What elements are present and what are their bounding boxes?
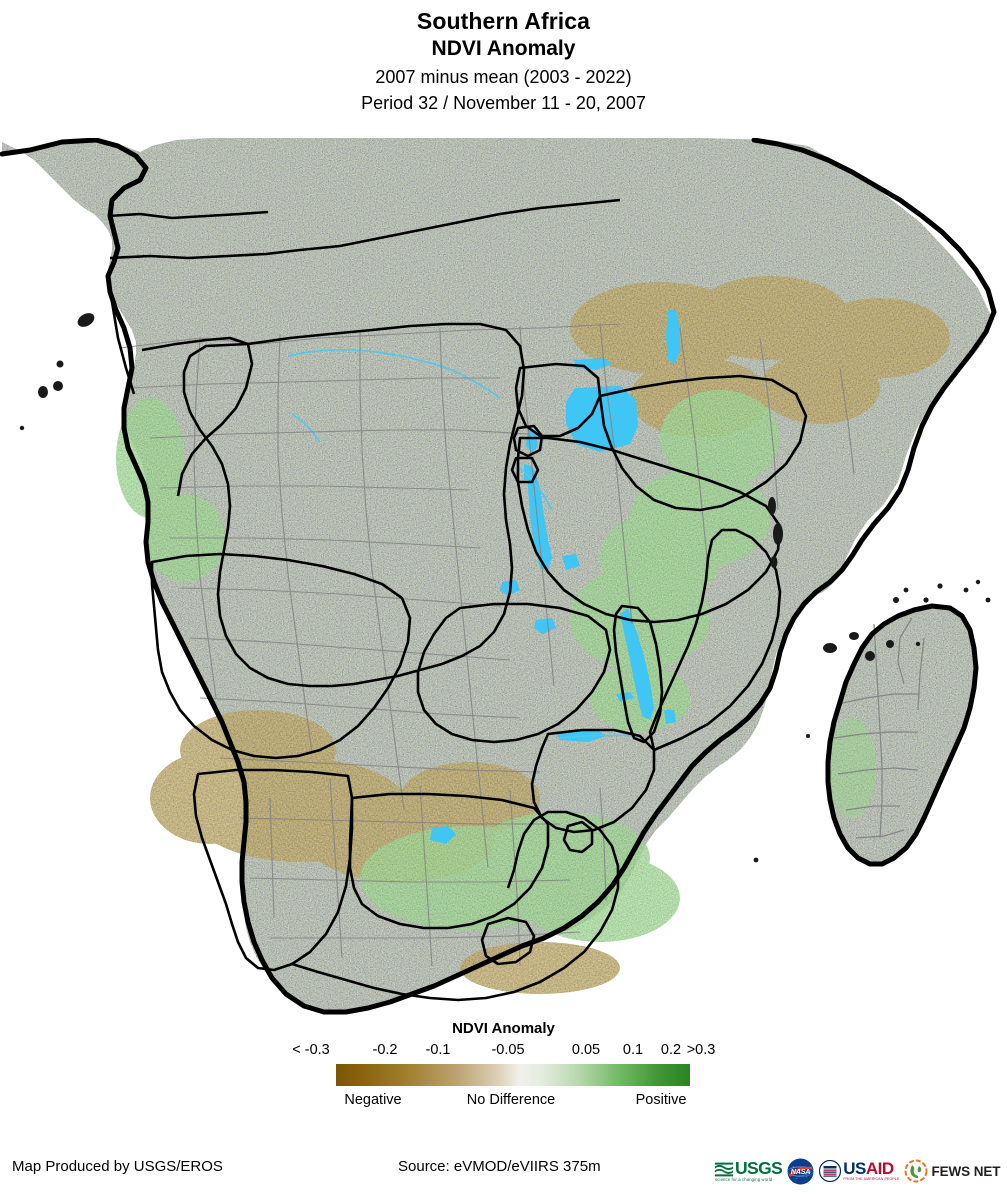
islands: [19, 313, 991, 863]
usgs-wave-icon: [714, 1162, 734, 1176]
lake-malawi: [620, 608, 654, 720]
legend-tick-6: 0.2: [660, 1042, 682, 1058]
fews-net-wordmark: FEWS NET: [931, 1163, 1001, 1179]
lake-chilwa: [664, 710, 676, 724]
congo-river: [287, 348, 453, 371]
usaid-seal-icon: [819, 1160, 842, 1182]
legend-tick-3: -0.05: [491, 1042, 525, 1058]
footer-source: Source: eVMOD/eVIIRS 375m: [398, 1158, 601, 1175]
coastline: [0, 138, 997, 1015]
usaid-logo[interactable]: USAID FROM THE AMERICAN PEOPLE: [819, 1160, 899, 1182]
fews-globe-icon: [904, 1159, 928, 1183]
legend-tick-4: 0.05: [571, 1042, 601, 1058]
madagascar: [825, 603, 979, 867]
rivers: [287, 348, 641, 739]
page-title: Southern Africa: [416, 8, 591, 34]
usgs-logo[interactable]: USGS science for a changing world: [714, 1156, 783, 1186]
agency-logo-strip: USGS science for a changing world NASA U…: [714, 1152, 1007, 1190]
usgs-tagline: science for a changing world: [715, 1176, 773, 1182]
legend-tick-2: -0.1: [425, 1042, 451, 1058]
usaid-tagline: FROM THE AMERICAN PEOPLE: [843, 1177, 900, 1182]
legend-category-0: Negative: [344, 1092, 402, 1108]
map-canvas[interactable]: [0, 138, 1007, 1016]
congo-river-upper: [451, 369, 501, 399]
lake-rukwa: [562, 554, 580, 570]
rift-river: [519, 467, 553, 511]
lake-bangweulu: [534, 618, 556, 634]
legend-tick-0: < -0.3: [292, 1042, 330, 1058]
footer-produced-by: Map Produced by USGS/EROS: [12, 1158, 223, 1175]
legend-tick-labels: < -0.3 -0.2 -0.1 -0.05 0.05 0.1 0.2 >0.3: [292, 1042, 715, 1062]
legend-category-labels: Negative No Difference Positive: [303, 1092, 703, 1114]
admin1-boundaries: [119, 323, 855, 967]
map-legend: NDVI Anomaly < -0.3 -0.2 -0.1 -0.05 0.05 0.1 0…: [0, 1016, 1007, 1128]
legend-colorbar: [336, 1064, 690, 1086]
fews-net-logo[interactable]: FEWS NET: [904, 1159, 1001, 1183]
footer: Map Produced by USGS/EROS Source: eVMOD/…: [0, 1128, 1007, 1195]
legend-tick-5: 0.1: [622, 1042, 644, 1058]
map-title-block: Southern Africa NDVI Anomaly 2007 minus …: [0, 0, 1007, 138]
page-subtitle: NDVI Anomaly: [431, 37, 576, 60]
cahora-bassa: [616, 692, 634, 702]
title-period-baseline: 2007 minus mean (2003 - 2022): [375, 67, 632, 87]
title-dekad-range: Period 32 / November 11 - 20, 2007: [361, 93, 646, 113]
svg-text:NASA: NASA: [791, 1167, 811, 1176]
legend-tick-1: -0.2: [372, 1042, 398, 1058]
ndvi-anomaly-map[interactable]: [0, 138, 1007, 1016]
nasa-meatball-icon[interactable]: NASA: [787, 1157, 814, 1185]
legend-category-2: Positive: [635, 1092, 687, 1108]
legend-title: NDVI Anomaly: [452, 1020, 555, 1037]
lake-edward: [524, 464, 532, 480]
lake-turkana: [666, 310, 680, 364]
kasai-river: [291, 413, 321, 443]
usgs-wordmark: USGS: [735, 1157, 783, 1178]
usaid-wordmark: USAID: [843, 1159, 894, 1179]
legend-category-1: No Difference: [466, 1092, 556, 1108]
okavango-delta: [430, 826, 456, 844]
legend-tick-7: >0.3: [686, 1042, 716, 1058]
